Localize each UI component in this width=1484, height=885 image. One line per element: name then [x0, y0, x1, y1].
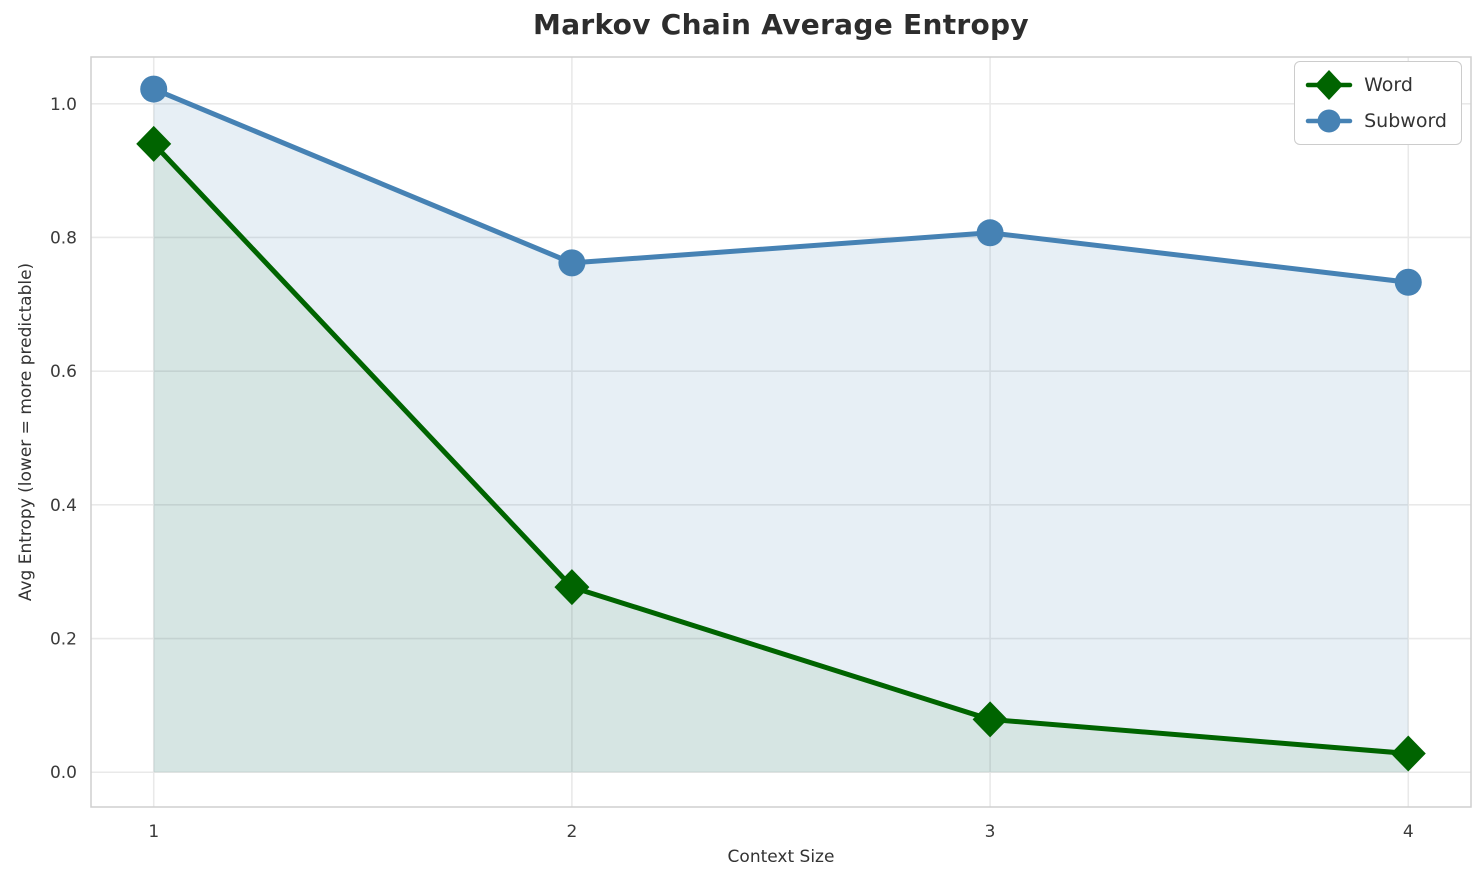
svg-text:4: 4 [1403, 822, 1414, 842]
svg-text:0.2: 0.2 [50, 630, 77, 650]
svg-text:0.6: 0.6 [50, 362, 77, 382]
svg-text:1.0: 1.0 [50, 95, 77, 115]
legend-label: Subword [1364, 110, 1447, 132]
svg-text:0.8: 0.8 [50, 228, 77, 248]
svg-text:0.4: 0.4 [50, 496, 77, 516]
legend-item-word: Word [1304, 68, 1447, 102]
legend-item-subword: Subword [1304, 104, 1447, 138]
svg-text:2: 2 [566, 822, 577, 842]
legend-label: Word [1364, 74, 1413, 96]
svg-text:1: 1 [148, 822, 159, 842]
svg-text:0.0: 0.0 [50, 763, 77, 783]
x-axis-label: Context Size [727, 847, 835, 867]
y-axis-label: Avg Entropy (lower = more predictable) [16, 262, 36, 602]
legend: Word Subword [1294, 61, 1462, 145]
subword-circle-marker-icon [1305, 109, 1353, 133]
word-diamond-marker-icon [1305, 70, 1353, 100]
svg-text:3: 3 [985, 822, 996, 842]
chart-title: Markov Chain Average Entropy [533, 8, 1029, 41]
